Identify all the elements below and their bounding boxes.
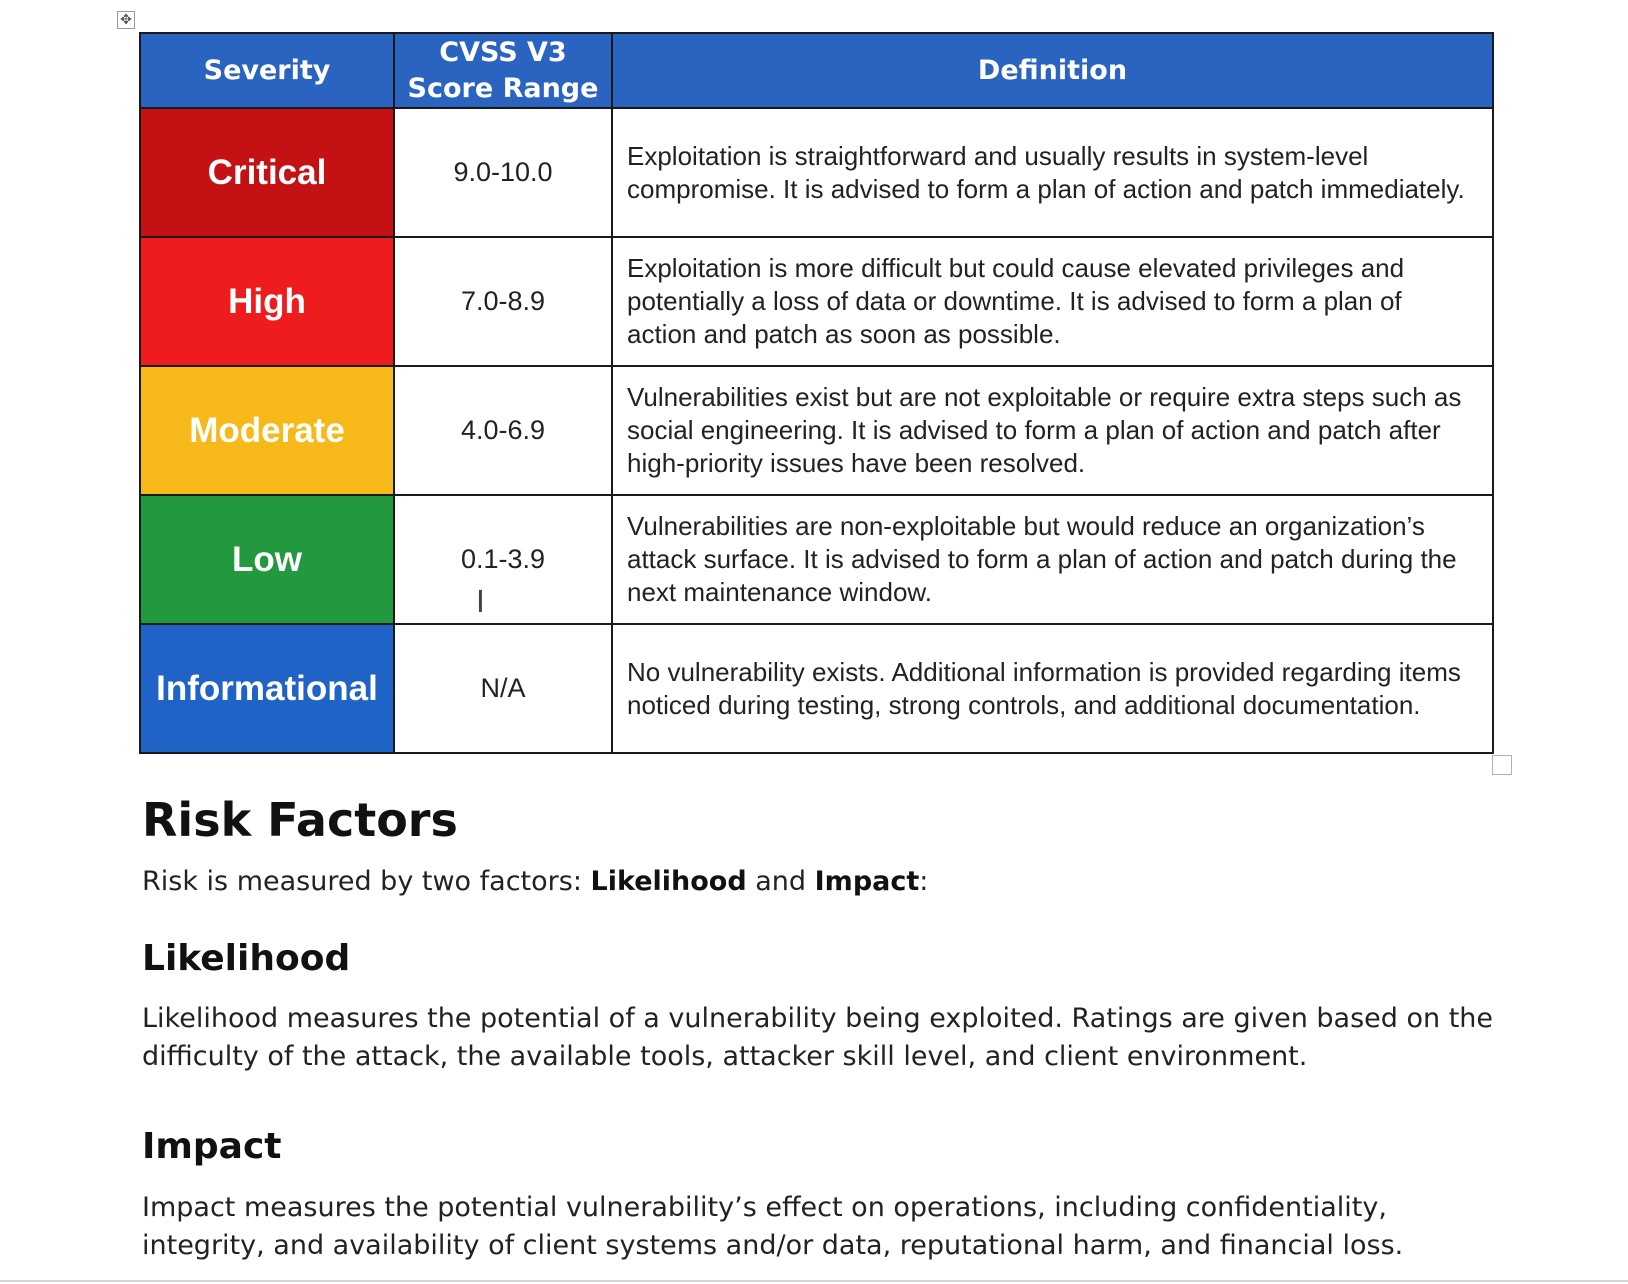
definition-cell[interactable]: No vulnerability exists. Additional info… [611, 623, 1494, 754]
score-cell[interactable]: 0.1-3.9 [393, 494, 613, 625]
severity-cell-critical[interactable]: Critical [139, 107, 395, 238]
score-cell[interactable]: 9.0-10.0 [393, 107, 613, 238]
page-bottom-divider [0, 1280, 1628, 1282]
header-severity: Severity [139, 32, 395, 109]
definition-cell[interactable]: Vulnerabilities are non-exploitable but … [611, 494, 1494, 625]
intro-suffix: : [919, 866, 929, 897]
intro-and: and [746, 866, 815, 897]
table-row: Low 0.1-3.9 Vulnerabilities are non-expl… [139, 494, 1494, 625]
header-score-line2: Score Range [407, 72, 599, 104]
severity-cell-high[interactable]: High [139, 236, 395, 367]
table-row: Moderate 4.0-6.9 Vulnerabilities exist b… [139, 365, 1494, 496]
severity-cell-low[interactable]: Low [139, 494, 395, 625]
impact-paragraph[interactable]: Impact measures the potential vulnerabil… [142, 1192, 1404, 1261]
definition-cell[interactable]: Vulnerabilities exist but are not exploi… [611, 365, 1494, 496]
intro-impact: Impact [814, 866, 920, 897]
severity-table: Severity CVSS V3 Score Range Definition … [139, 32, 1494, 754]
definition-cell[interactable]: Exploitation is straightforward and usua… [611, 107, 1494, 238]
severity-cell-informational[interactable]: Informational [139, 623, 395, 754]
intro-prefix: Risk is measured by two factors: [142, 866, 591, 897]
impact-heading[interactable]: Impact [142, 1126, 282, 1167]
severity-cell-moderate[interactable]: Moderate [139, 365, 395, 496]
definition-cell[interactable]: Exploitation is more difficult but could… [611, 236, 1494, 367]
table-header-row: Severity CVSS V3 Score Range Definition [139, 32, 1494, 109]
table-row: Critical 9.0-10.0 Exploitation is straig… [139, 107, 1494, 238]
table-row: High 7.0-8.9 Exploitation is more diffic… [139, 236, 1494, 367]
score-cell[interactable]: 4.0-6.9 [393, 365, 613, 496]
header-score-range: CVSS V3 Score Range [393, 32, 613, 109]
risk-intro-paragraph[interactable]: Risk is measured by two factors: Likelih… [142, 866, 928, 897]
header-definition: Definition [611, 32, 1494, 109]
table-resize-handle-icon[interactable] [1492, 755, 1512, 775]
table-move-handle-icon[interactable]: ✥ [117, 11, 135, 29]
score-cell[interactable]: 7.0-8.9 [393, 236, 613, 367]
header-score-line1: CVSS V3 [439, 36, 567, 68]
intro-likelihood: Likelihood [590, 866, 747, 897]
score-cell[interactable]: N/A [393, 623, 613, 754]
table-row: Informational N/A No vulnerability exist… [139, 623, 1494, 754]
text-cursor-icon: I [476, 585, 485, 620]
likelihood-heading[interactable]: Likelihood [142, 938, 351, 979]
risk-factors-heading[interactable]: Risk Factors [142, 793, 458, 847]
likelihood-paragraph[interactable]: Likelihood measures the potential of a v… [142, 1003, 1494, 1072]
